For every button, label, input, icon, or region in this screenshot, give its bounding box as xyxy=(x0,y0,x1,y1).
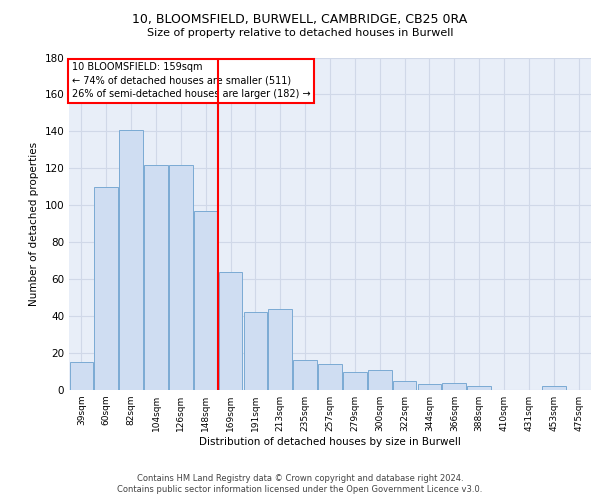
Bar xyxy=(244,312,267,390)
Bar xyxy=(268,308,292,390)
Bar xyxy=(318,364,342,390)
Bar xyxy=(144,164,168,390)
Text: 10 BLOOMSFIELD: 159sqm
← 74% of detached houses are smaller (511)
26% of semi-de: 10 BLOOMSFIELD: 159sqm ← 74% of detached… xyxy=(71,62,310,99)
Text: 10, BLOOMSFIELD, BURWELL, CAMBRIDGE, CB25 0RA: 10, BLOOMSFIELD, BURWELL, CAMBRIDGE, CB2… xyxy=(133,12,467,26)
Y-axis label: Number of detached properties: Number of detached properties xyxy=(29,142,39,306)
Bar xyxy=(94,187,118,390)
Bar xyxy=(418,384,441,390)
Bar xyxy=(542,386,566,390)
Text: Contains HM Land Registry data © Crown copyright and database right 2024.
Contai: Contains HM Land Registry data © Crown c… xyxy=(118,474,482,494)
Bar xyxy=(119,130,143,390)
Bar xyxy=(467,386,491,390)
Bar xyxy=(442,382,466,390)
X-axis label: Distribution of detached houses by size in Burwell: Distribution of detached houses by size … xyxy=(199,437,461,447)
Bar xyxy=(343,372,367,390)
Bar xyxy=(194,211,218,390)
Bar xyxy=(393,381,416,390)
Bar xyxy=(169,164,193,390)
Text: Size of property relative to detached houses in Burwell: Size of property relative to detached ho… xyxy=(147,28,453,38)
Bar xyxy=(293,360,317,390)
Bar xyxy=(70,362,93,390)
Bar xyxy=(219,272,242,390)
Bar xyxy=(368,370,392,390)
